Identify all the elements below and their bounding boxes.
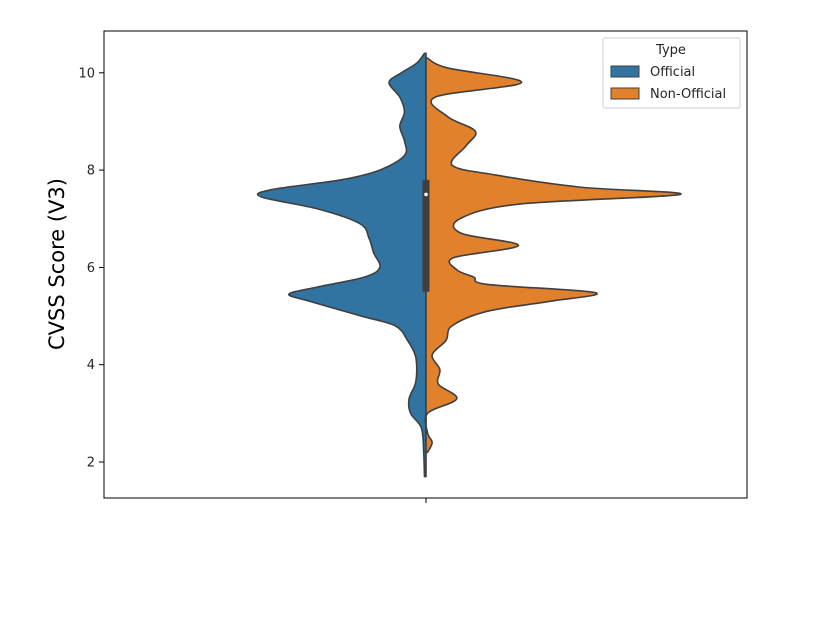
y-tick-label: 8 (87, 164, 95, 179)
legend-label-non-official: Non-Official (650, 87, 726, 102)
violins (256, 52, 682, 478)
inner-box-iqr (422, 179, 430, 292)
legend: Type Official Non-Official (602, 37, 741, 109)
y-tick-label: 4 (87, 358, 95, 373)
y-axis: 2 4 6 8 10 (78, 66, 104, 471)
legend-label-official: Official (650, 65, 695, 80)
y-tick-label: 2 (87, 456, 95, 471)
violin-half-official (256, 52, 427, 478)
plot-area (103, 30, 748, 499)
y-tick-label: 10 (78, 66, 95, 81)
legend-title: Type (655, 43, 686, 58)
legend-swatch-official (610, 65, 640, 78)
violin-half-non-official (424, 57, 682, 454)
y-axis-label: CVSS Score (V3) (45, 178, 69, 350)
inner-box (422, 179, 430, 292)
inner-box-median (424, 192, 428, 197)
y-tick-label: 6 (87, 261, 95, 276)
legend-swatch-non-official (610, 87, 640, 100)
